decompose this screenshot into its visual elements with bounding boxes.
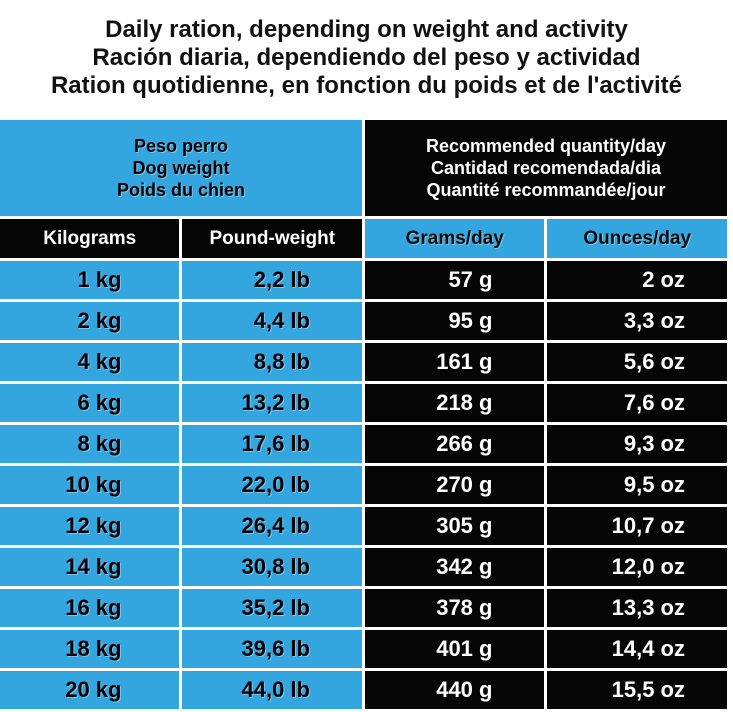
grams-per-day-cell: 57 g [364,261,545,299]
weight-kg-cell: 18 kg [0,630,180,668]
table-row: 8 kg 17,6 lb 266 g 9,3 oz [0,425,727,463]
weight-kg-cell: 2 kg [0,302,180,340]
weight-lb-cell: 30,8 lb [182,548,362,586]
table-row: 18 kg 39,6 lb 401 g 14,4 oz [0,630,727,668]
column-header-kilograms: Kilograms [0,219,180,258]
table-row: 16 kg 35,2 lb 378 g 13,3 oz [0,589,727,627]
weight-lb-cell: 35,2 lb [182,589,362,627]
title-spanish: Ración diaria, dependiendo del peso y ac… [92,44,641,71]
weight-kg-cell: 1 kg [0,261,180,299]
ounces-per-day-cell: 9,3 oz [547,425,727,463]
weight-kg-cell: 4 kg [0,343,180,381]
quantity-header-es: Cantidad recomendada/dia [430,158,662,178]
table-row: 6 kg 13,2 lb 218 g 7,6 oz [0,384,727,422]
grams-per-day-cell: 440 g [364,671,545,709]
ounces-per-day-cell: 10,7 oz [547,507,727,545]
ounces-per-day-cell: 13,3 oz [547,589,727,627]
weight-lb-cell: 13,2 lb [182,384,362,422]
weight-kg-cell: 20 kg [0,671,180,709]
table-row: 2 kg 4,4 lb 95 g 3,3 oz [0,302,727,340]
page-title: Daily ration, depending on weight and ac… [0,0,733,114]
weight-lb-cell: 39,6 lb [182,630,362,668]
weight-lb-cell: 26,4 lb [182,507,362,545]
weight-kg-cell: 12 kg [0,507,180,545]
column-header-grams: Grams/day [364,219,545,258]
table-row: 12 kg 26,4 lb 305 g 10,7 oz [0,507,727,545]
dog-weight-header: Peso perro Dog weight Poids du chien [0,120,362,216]
weight-kg-cell: 8 kg [0,425,180,463]
table-row: 10 kg 22,0 lb 270 g 9,5 oz [0,466,727,504]
ounces-per-day-cell: 15,5 oz [547,671,727,709]
weight-lb-cell: 22,0 lb [182,466,362,504]
dog-weight-header-en: Dog weight [132,158,230,178]
column-header-ounces: Ounces/day [547,219,727,258]
grams-per-day-cell: 401 g [364,630,545,668]
weight-lb-cell: 4,4 lb [182,302,362,340]
dog-weight-header-es: Peso perro [133,136,229,156]
weight-kg-cell: 16 kg [0,589,180,627]
column-header-row: Kilograms Pound-weight Grams/day Ounces/… [0,219,727,258]
table-row: 4 kg 8,8 lb 161 g 5,6 oz [0,343,727,381]
quantity-header-en: Recommended quantity/day [425,136,667,156]
grams-per-day-cell: 342 g [364,548,545,586]
quantity-header: Recommended quantity/day Cantidad recome… [364,120,727,216]
group-header-row: Peso perro Dog weight Poids du chien Rec… [0,120,727,216]
quantity-header-fr: Quantité recommandée/jour [426,180,666,200]
grams-per-day-cell: 218 g [364,384,545,422]
dog-weight-header-fr: Poids du chien [116,180,245,200]
weight-lb-cell: 44,0 lb [182,671,362,709]
ounces-per-day-cell: 3,3 oz [547,302,727,340]
ounces-per-day-cell: 2 oz [547,261,727,299]
weight-kg-cell: 14 kg [0,548,180,586]
column-header-pounds: Pound-weight [182,219,362,258]
weight-kg-cell: 10 kg [0,466,180,504]
grams-per-day-cell: 95 g [364,302,545,340]
grams-per-day-cell: 266 g [364,425,545,463]
ration-table: Peso perro Dog weight Poids du chien Rec… [0,117,730,712]
ounces-per-day-cell: 14,4 oz [547,630,727,668]
weight-lb-cell: 2,2 lb [182,261,362,299]
grams-per-day-cell: 270 g [364,466,545,504]
title-french: Ration quotidienne, en fonction du poids… [50,72,683,99]
ounces-per-day-cell: 12,0 oz [547,548,727,586]
ounces-per-day-cell: 5,6 oz [547,343,727,381]
weight-lb-cell: 8,8 lb [182,343,362,381]
grams-per-day-cell: 161 g [364,343,545,381]
ounces-per-day-cell: 7,6 oz [547,384,727,422]
grams-per-day-cell: 378 g [364,589,545,627]
table-row: 20 kg 44,0 lb 440 g 15,5 oz [0,671,727,709]
ounces-per-day-cell: 9,5 oz [547,466,727,504]
grams-per-day-cell: 305 g [364,507,545,545]
table-row: 14 kg 30,8 lb 342 g 12,0 oz [0,548,727,586]
title-english: Daily ration, depending on weight and ac… [105,16,628,43]
weight-kg-cell: 6 kg [0,384,180,422]
weight-lb-cell: 17,6 lb [182,425,362,463]
